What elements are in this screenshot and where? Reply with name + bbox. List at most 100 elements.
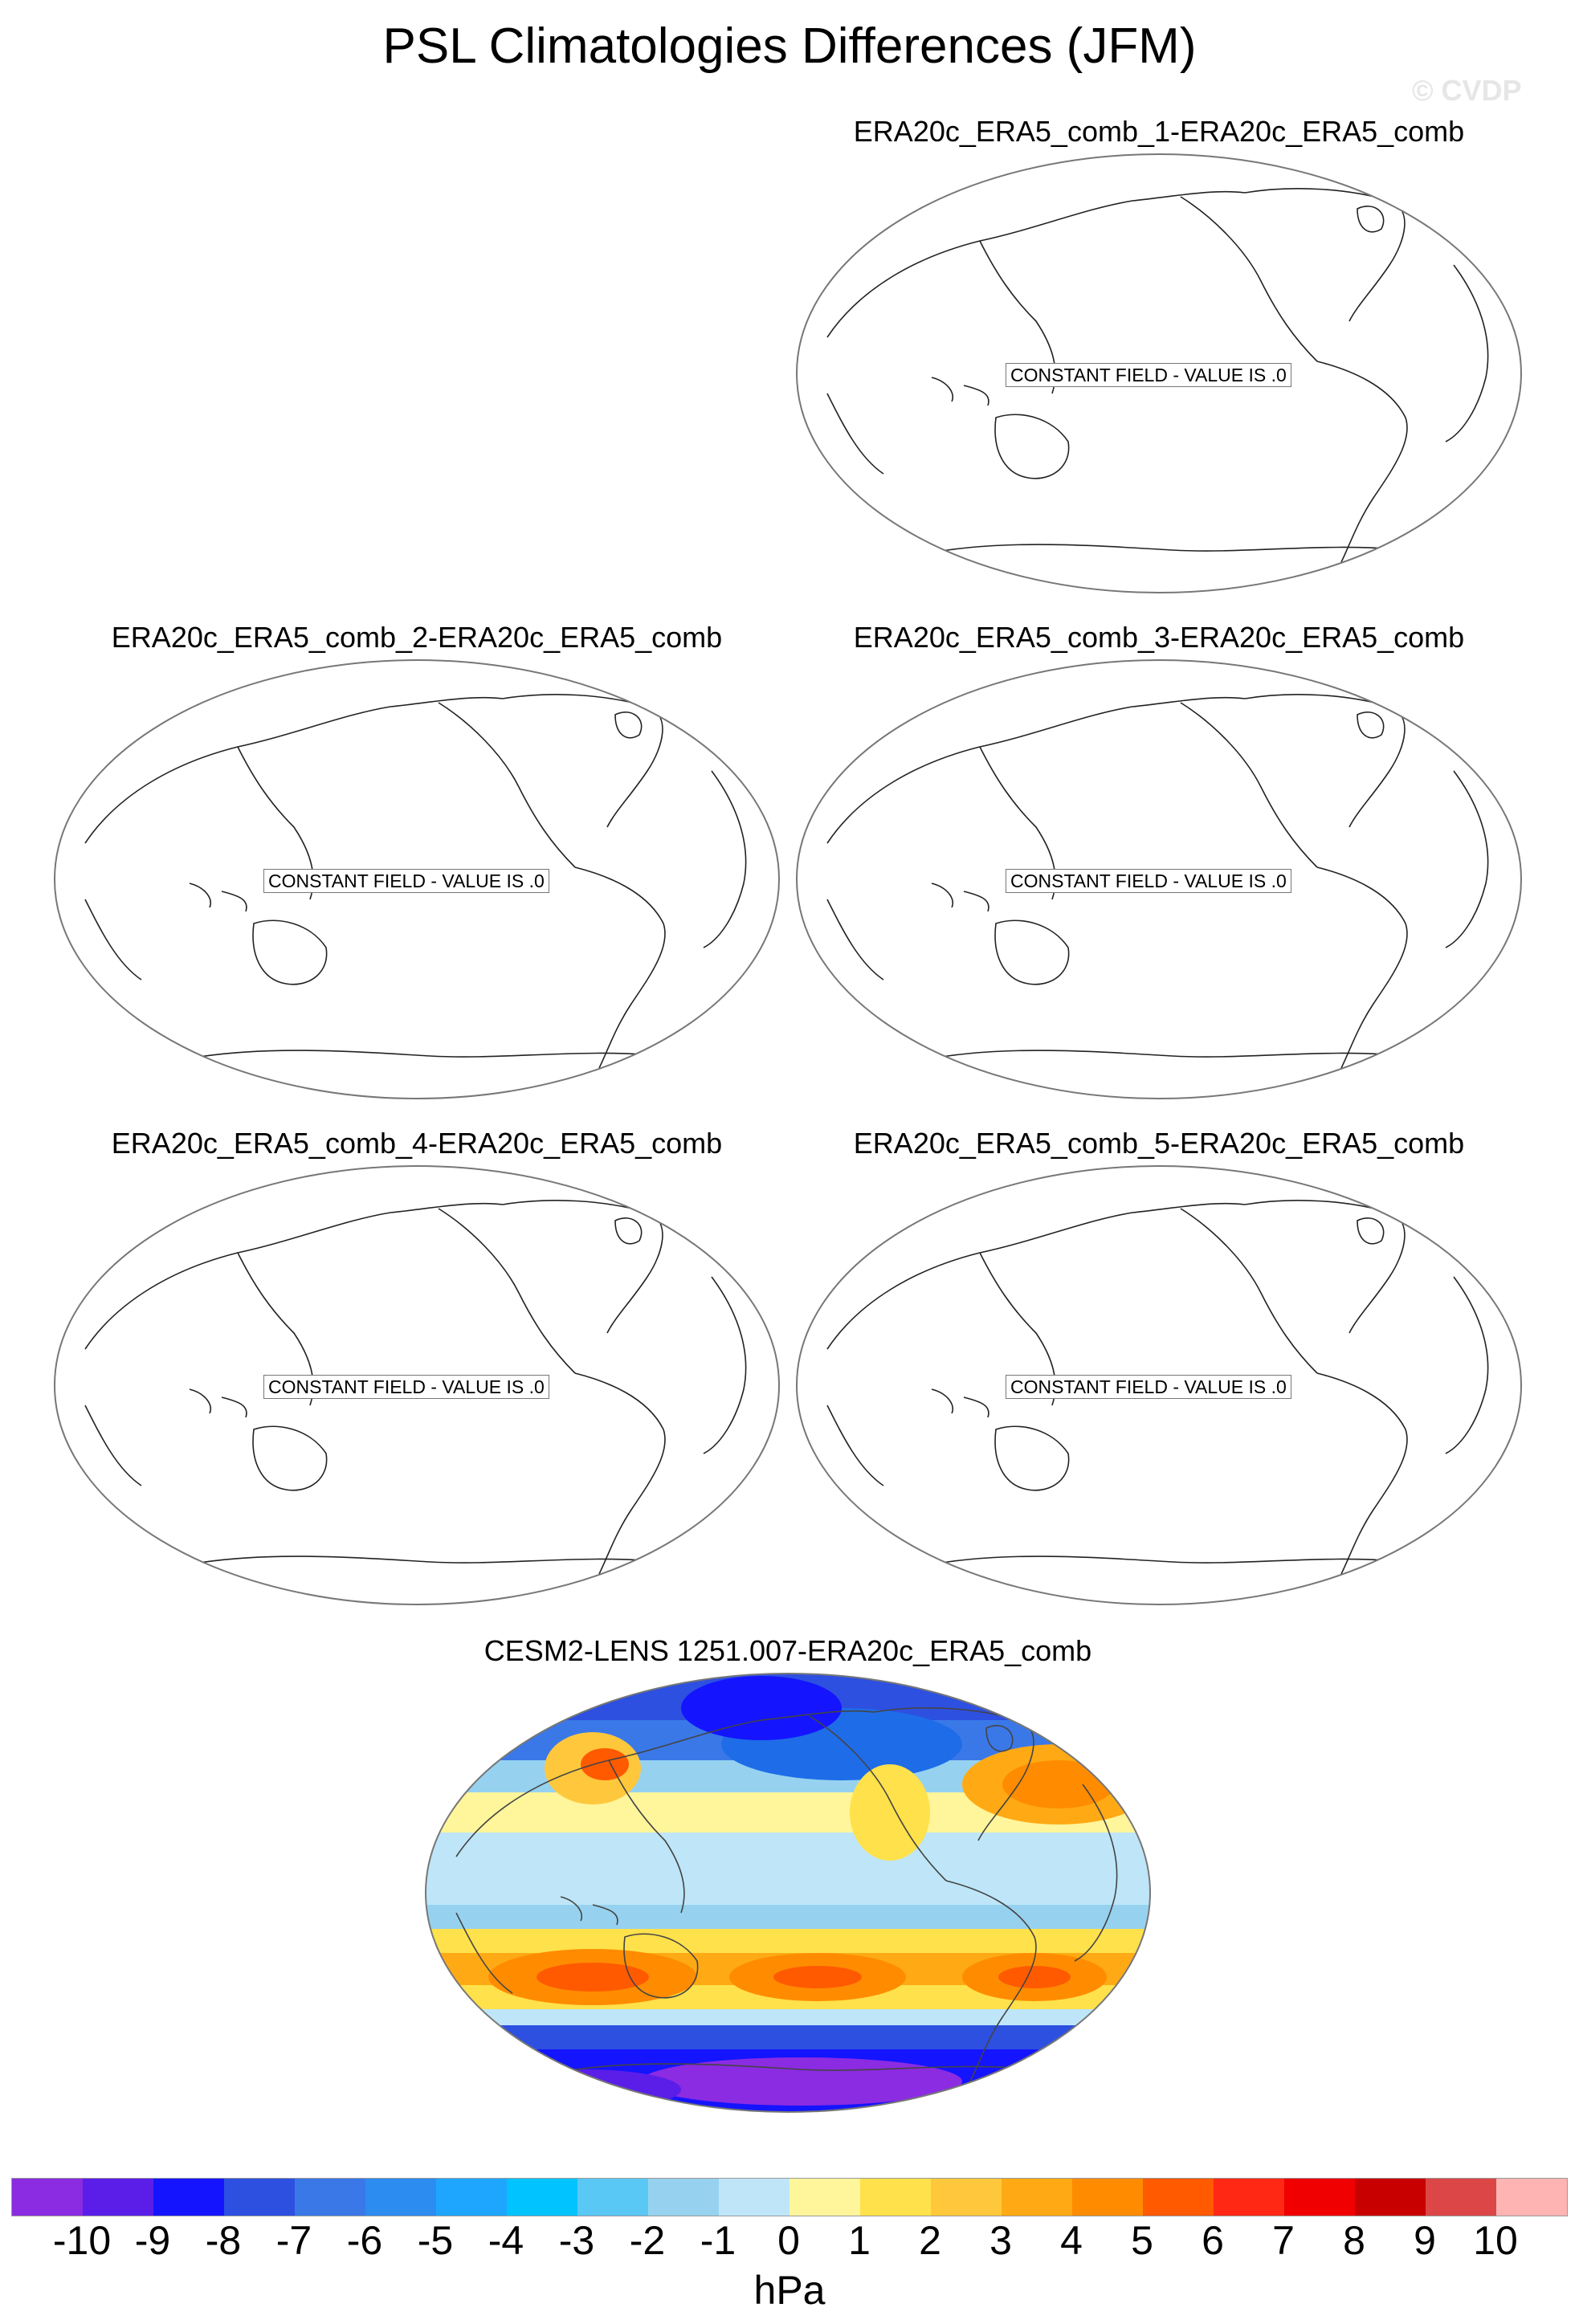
coastline [552, 2063, 1035, 2074]
coastline [826, 1405, 884, 1486]
coastline [560, 1896, 582, 1922]
colorbar-swatch [12, 2179, 83, 2216]
coastline [1316, 866, 1408, 1069]
panel-title: ERA20c_ERA5_comb_5-ERA20c_ERA5_comb [853, 1127, 1465, 1160]
coastline [873, 1706, 1034, 1841]
coastline [923, 544, 1406, 555]
contour-band [426, 2009, 1150, 2025]
world-map [425, 1673, 1151, 2113]
coastline [994, 1425, 1070, 1491]
map-border [54, 1165, 780, 1605]
coastline [1244, 1199, 1406, 1334]
coastline [252, 919, 328, 985]
contour-blob [998, 1966, 1071, 1988]
map-border [796, 659, 1522, 1099]
colorbar-tick-label: -10 [52, 2218, 112, 2263]
colorbar-tick-label: -5 [417, 2218, 454, 2263]
figure-title: PSL Climatologies Differences (JFM) [382, 18, 1197, 74]
colorbar-swatch [1426, 2179, 1496, 2216]
map-border [425, 1673, 1151, 2113]
coastline [614, 1217, 643, 1245]
coastline [994, 919, 1070, 985]
coastline [826, 1202, 1246, 1350]
coastline [455, 1912, 513, 1994]
colorbar-swatch [648, 2179, 719, 2216]
colorbar-swatch [1284, 2179, 1355, 2216]
coastline [221, 891, 247, 912]
coastline [945, 1880, 1037, 2082]
coastline [574, 1372, 666, 1575]
coastline [221, 1396, 247, 1418]
coastline [438, 1208, 576, 1374]
panel-title: ERA20c_ERA5_comb_2-ERA20c_ERA5_comb [111, 621, 723, 654]
colorbar-swatch [507, 2179, 577, 2216]
coastline [963, 1396, 989, 1418]
colorbar-tick-label: 10 [1473, 2218, 1518, 2263]
coastline [84, 899, 142, 981]
world-map [796, 153, 1522, 593]
coastline [1074, 1784, 1118, 1962]
coastline [1357, 206, 1385, 233]
coastline [826, 899, 884, 981]
coastline [1316, 361, 1408, 563]
contour-blob [488, 2069, 681, 2110]
coastline [1445, 770, 1489, 948]
coastline [1445, 1276, 1489, 1454]
panel-title: ERA20c_ERA5_comb_4-ERA20c_ERA5_comb [111, 1127, 723, 1160]
coastline [931, 883, 953, 908]
coastline [923, 1555, 1406, 1567]
coastline [826, 696, 1246, 844]
colorbar-tick-label: 6 [1202, 2218, 1224, 2263]
constant-field-label: CONSTANT FIELD - VALUE IS .0 [263, 869, 549, 893]
colorbar-swatch [1002, 2179, 1072, 2216]
colorbar-swatch [577, 2179, 648, 2216]
map-border [796, 1165, 1522, 1605]
coastline [931, 377, 953, 402]
colorbar-tick-label: -9 [134, 2218, 171, 2263]
map-border [54, 659, 780, 1099]
colorbar-swatch [1496, 2179, 1567, 2216]
contour-blob [1002, 1760, 1115, 1808]
map-border [796, 153, 1522, 593]
constant-field-label: CONSTANT FIELD - VALUE IS .0 [1006, 363, 1291, 387]
colorbar-tick-label: 5 [1131, 2218, 1153, 2263]
coastline [502, 693, 663, 828]
coastline [963, 891, 989, 912]
colorbar-swatch [1355, 2179, 1426, 2216]
colorbar [11, 2178, 1568, 2216]
colorbar-tick-label: -6 [346, 2218, 383, 2263]
contour-blob [850, 1764, 930, 1861]
colorbar-tick-label: -2 [629, 2218, 666, 2263]
coastline [608, 1759, 685, 1914]
constant-field-label: CONSTANT FIELD - VALUE IS .0 [263, 1375, 549, 1399]
coastline [923, 1050, 1406, 1061]
colorbar-tick-label: 0 [777, 2218, 800, 2263]
colorbar-swatch [1072, 2179, 1143, 2216]
contour-band [426, 1833, 1150, 1905]
colorbar-tick-label: 7 [1272, 2218, 1295, 2263]
coastline [455, 1710, 875, 1857]
coastline [84, 696, 504, 844]
coastline [438, 702, 576, 868]
contour-blob [773, 1966, 862, 1988]
colorbar-tick-label: 4 [1060, 2218, 1083, 2263]
coastline [1244, 693, 1406, 828]
colorbar-unit: hPa [753, 2268, 826, 2313]
coastline [985, 1725, 1014, 1752]
colorbar-swatch [860, 2179, 931, 2216]
colorbar-swatch [436, 2179, 507, 2216]
colorbar-swatch [83, 2179, 153, 2216]
colorbar-swatch [790, 2179, 860, 2216]
colorbar-tick-label: 8 [1343, 2218, 1365, 2263]
constant-field-label: CONSTANT FIELD - VALUE IS .0 [1006, 1375, 1291, 1399]
contour-blob [681, 1676, 842, 1740]
colorbar-tick-label: 2 [919, 2218, 941, 2263]
colorbar-tick-label: 3 [989, 2218, 1012, 2263]
colorbar-tick-label: -8 [205, 2218, 242, 2263]
coastline [1357, 711, 1385, 739]
coastline [623, 1933, 699, 1999]
coastline [614, 711, 643, 739]
colorbar-tick-label: 9 [1414, 2218, 1436, 2263]
coastline [994, 414, 1070, 479]
colorbar-labels: -10 -9 -8 -7 -6 -5 -4 -3 -2 -1 0 1 2 3 4 5 6 7 8 9 10 [0, 2216, 1579, 2265]
